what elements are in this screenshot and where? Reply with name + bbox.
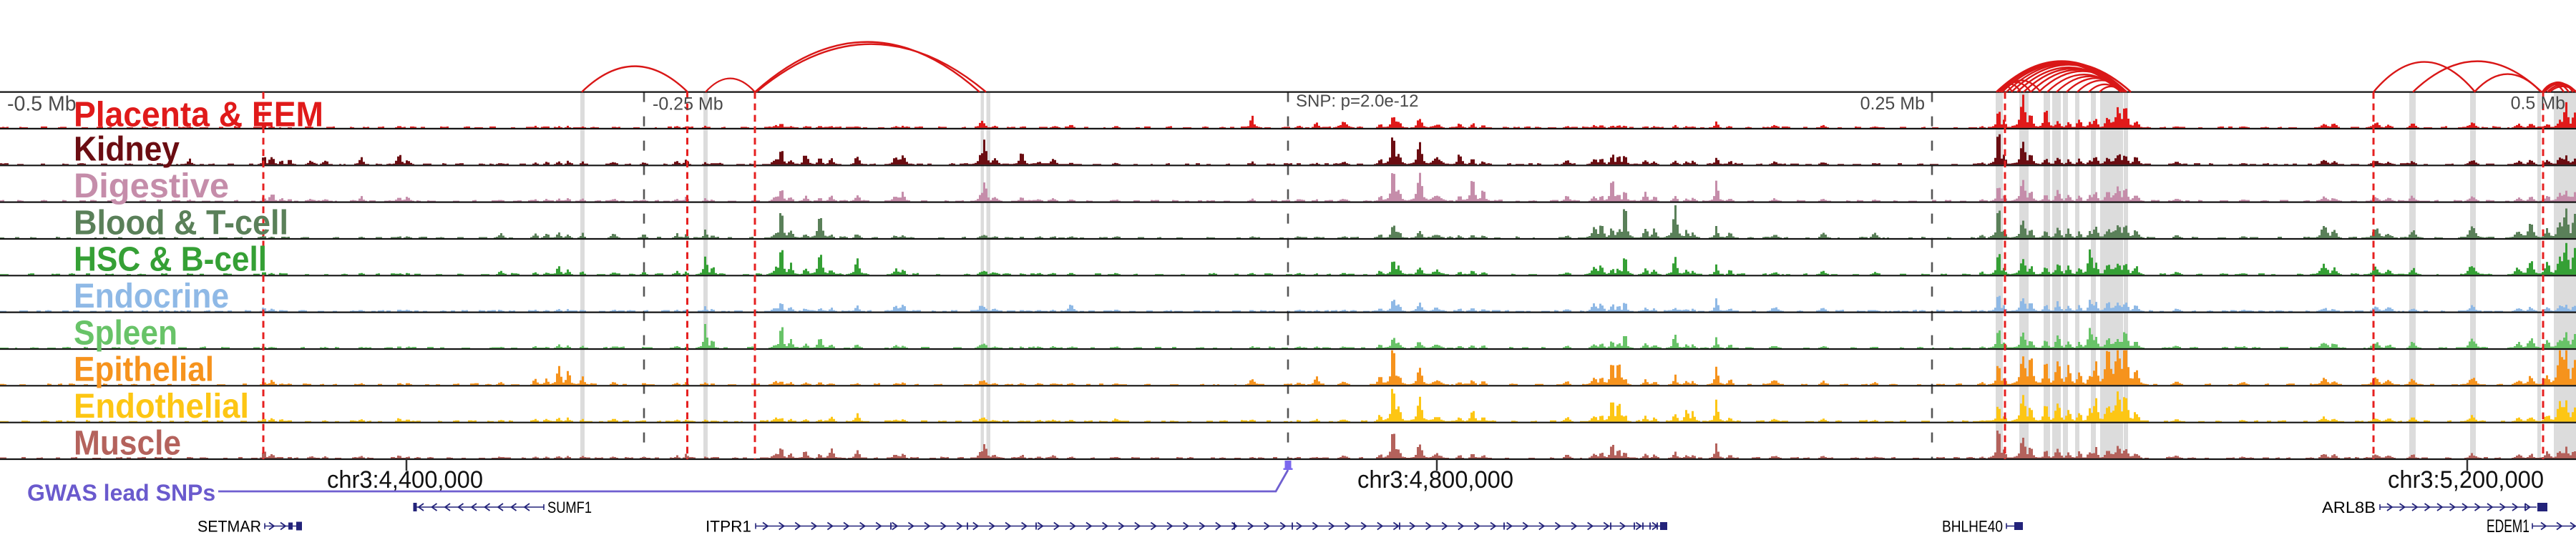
svg-text:SNP: p=2.0e-12: SNP: p=2.0e-12 [1296,92,1418,111]
svg-text:BHLHE40: BHLHE40 [1942,518,2003,536]
svg-text:Digestive: Digestive [74,167,229,205]
svg-text:0.5 Mb: 0.5 Mb [2511,94,2565,114]
svg-text:Blood & T-cell: Blood & T-cell [74,204,288,242]
svg-text:ITPR1: ITPR1 [706,518,751,536]
svg-text:GWAS lead SNPs: GWAS lead SNPs [27,480,215,506]
svg-text:Placenta & EEM: Placenta & EEM [74,96,323,134]
svg-text:-0.25 Mb: -0.25 Mb [653,94,723,114]
svg-text:SUMF1: SUMF1 [547,499,592,516]
svg-text:Kidney: Kidney [74,131,180,169]
svg-text:SETMAR: SETMAR [197,518,261,536]
svg-text:0.25 Mb: 0.25 Mb [1860,94,1925,114]
svg-text:-0.5 Mb: -0.5 Mb [7,93,77,116]
svg-text:EDEM1: EDEM1 [2487,516,2529,536]
svg-text:Spleen: Spleen [74,314,177,352]
svg-text:chr3:5,200,000: chr3:5,200,000 [2388,466,2544,494]
svg-text:Endocrine: Endocrine [74,278,229,315]
svg-text:chr3:4,400,000: chr3:4,400,000 [327,466,483,494]
svg-text:chr3:4,800,000: chr3:4,800,000 [1357,466,1513,494]
svg-text:Epithelial: Epithelial [74,351,214,389]
svg-text:ARL8B: ARL8B [2322,499,2376,516]
svg-text:Endothelial: Endothelial [74,388,249,426]
svg-text:Muscle: Muscle [74,424,181,462]
svg-text:HSC & B-cell: HSC & B-cell [74,241,267,279]
